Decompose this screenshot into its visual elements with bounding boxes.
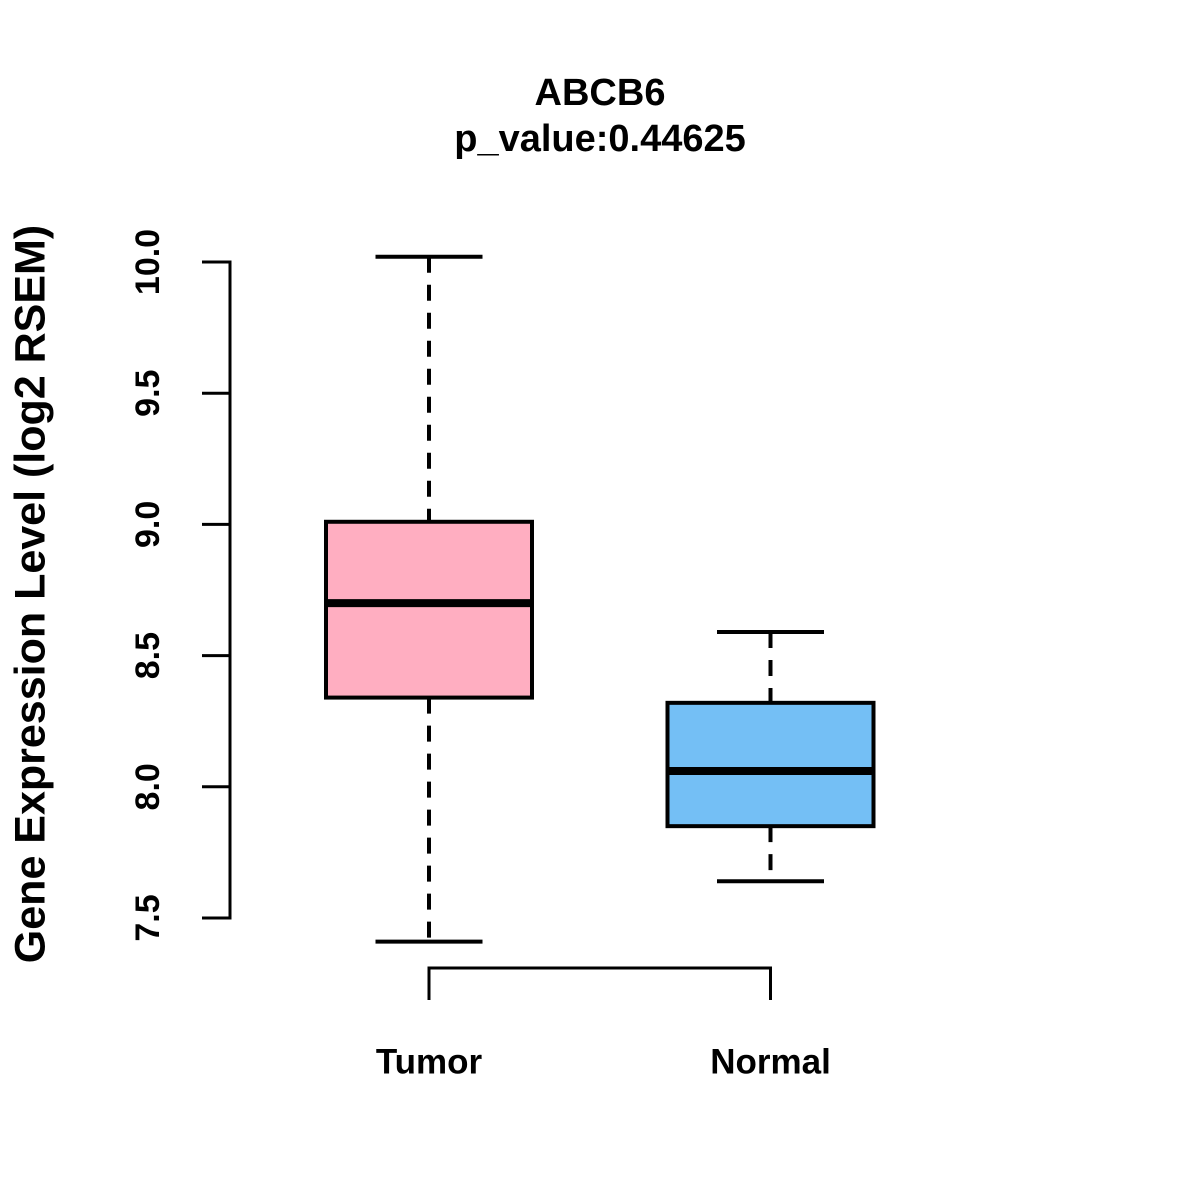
x-category-label-tumor: Tumor <box>376 1043 483 1082</box>
chart-subtitle-pvalue: p_value:0.44625 <box>454 118 746 160</box>
box-tumor <box>324 519 534 700</box>
y-tick-label: 9.0 <box>129 501 167 548</box>
x-category-label-normal: Normal <box>710 1043 831 1082</box>
y-tick-label: 10.0 <box>129 229 167 295</box>
comparison-bracket <box>427 966 772 1000</box>
box-normal <box>665 700 876 829</box>
y-tick-label: 9.5 <box>129 370 167 417</box>
y-tick-label: 7.5 <box>129 894 167 941</box>
chart-title: ABCB6 <box>534 72 666 114</box>
y-tick-label: 8.5 <box>129 632 167 679</box>
y-tick-label: 8.0 <box>129 763 167 810</box>
